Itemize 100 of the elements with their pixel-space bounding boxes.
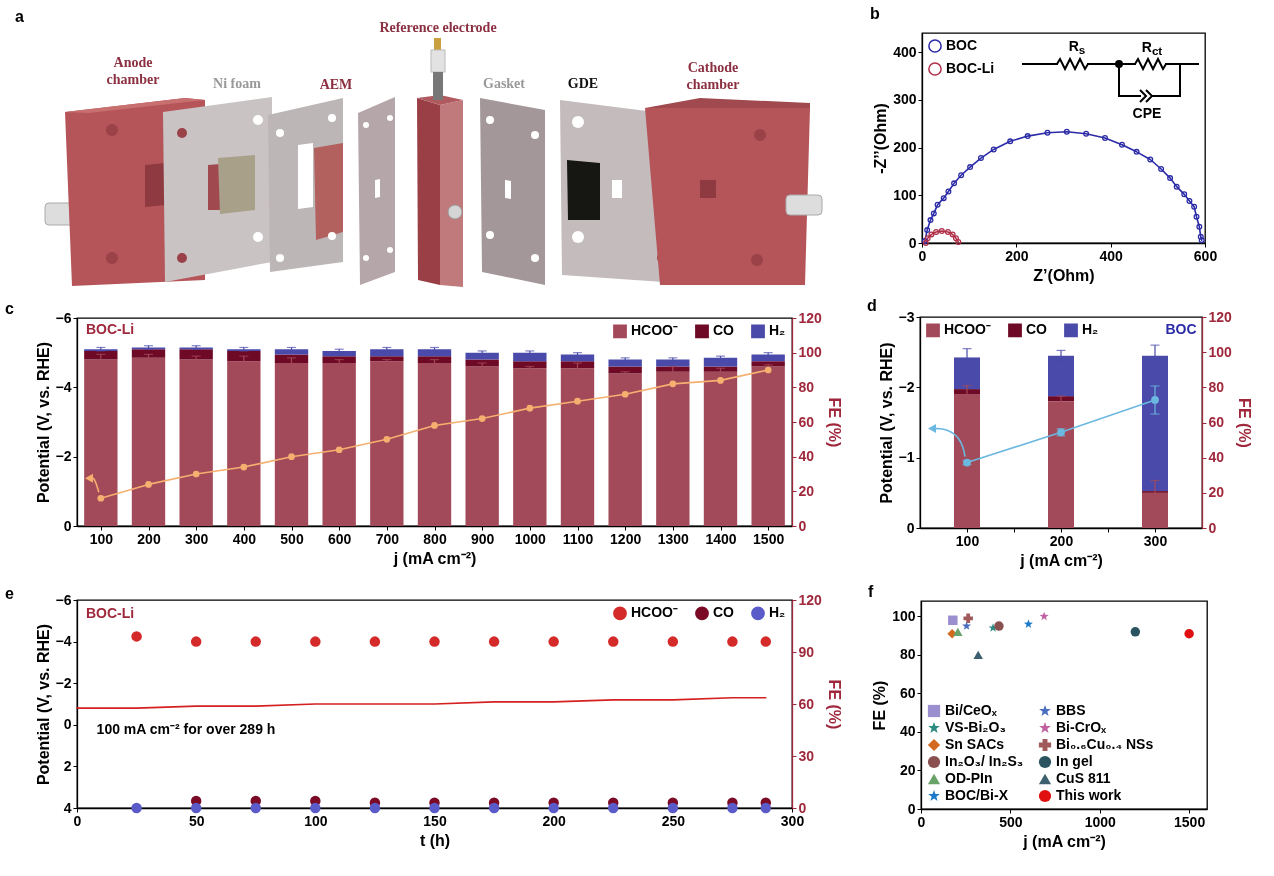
y-tick-label: 200: [893, 139, 917, 156]
legend-label: H₂: [1082, 321, 1099, 338]
legend-label: VS-Bi₂O₃: [945, 719, 1006, 735]
y-tick-label: −1: [898, 449, 915, 466]
text: Gasket: [483, 74, 525, 92]
legend-label: H₂: [769, 604, 786, 621]
x-tick-label: 1500: [1174, 813, 1206, 830]
y2-tick-label: 40: [798, 448, 815, 465]
legend-label: Bi₀.₆Cu₀.₄ NSs: [1056, 736, 1154, 752]
x-tick-label: 200: [542, 812, 567, 829]
x-tick-label: 800: [423, 530, 447, 547]
y2-tick-label: 60: [798, 695, 815, 712]
legend-label: CO: [713, 604, 735, 621]
legend-label: Bi-CrOₓ: [1056, 719, 1108, 735]
x-axis-title: t (h): [419, 831, 451, 849]
y-tick-label: −6: [55, 591, 72, 608]
y2-tick-label: 80: [798, 378, 815, 395]
text: Reference electrode: [379, 18, 497, 36]
annotation: R$_{ct}$: [1141, 38, 1163, 58]
legend-label: HCOO⁻: [631, 322, 678, 339]
y2-tick-label: 100: [1208, 343, 1233, 360]
text: Cathode chamber: [685, 59, 741, 93]
x-tick-label: 1000: [1084, 813, 1117, 830]
y2-tick-label: 0: [798, 517, 807, 534]
y-tick-label: −2: [898, 378, 915, 395]
y2-tick-label: 120: [798, 309, 823, 326]
y-tick-label: −2: [55, 674, 72, 691]
y-tick-label: 100: [892, 607, 916, 624]
x-tick-label: 1500: [753, 530, 785, 547]
text: Ni foam: [213, 74, 261, 92]
x-tick-label: 600: [1193, 247, 1218, 264]
legend-label: OD-PIn: [945, 770, 993, 786]
chart-title: b: [870, 5, 880, 23]
annotation: 100 mA cm⁻² for over 289 h: [96, 719, 276, 738]
x-tick-label: 250: [661, 812, 686, 829]
y-tick-label: 60: [899, 684, 916, 701]
x-tick-label: 100: [304, 812, 328, 829]
x-tick-label: 400: [1099, 247, 1124, 264]
y2-tick-label: 100: [798, 344, 823, 361]
annotation: BOC-Li: [85, 321, 135, 337]
x-tick-label: 700: [375, 530, 400, 547]
y-tick-label: 0: [63, 517, 72, 534]
annotation: BOC: [1165, 321, 1197, 337]
x-tick-label: 200: [1049, 532, 1074, 549]
y-tick-label: 100: [893, 186, 917, 203]
y2-axis-title: FE (%): [825, 679, 843, 730]
x-axis-title: j (mA cm⁻²): [1019, 551, 1103, 569]
y-axis-title: Potential (V, vs. RHE): [34, 623, 52, 786]
legend-label: HCOO⁻: [631, 604, 678, 621]
y-axis-title: FE (%): [871, 680, 889, 731]
annotation: BOC-Li: [85, 605, 135, 621]
legend-label: H₂: [769, 322, 786, 339]
x-tick-label: 900: [470, 530, 495, 547]
y2-tick-label: 30: [798, 747, 815, 764]
x-tick-label: 150: [423, 812, 447, 829]
y-tick-label: −3: [898, 308, 915, 325]
chart-title: f: [868, 583, 874, 601]
y-tick-label: 4: [63, 799, 72, 816]
y-axis-title: Potential (V, vs. RHE): [877, 342, 895, 504]
y2-tick-label: 60: [1208, 414, 1225, 430]
legend-label: BBS: [1056, 702, 1086, 718]
x-tick-label: 200: [1005, 247, 1029, 264]
y-tick-label: 0: [63, 716, 72, 733]
y-tick-label: 40: [899, 723, 916, 740]
legend-label: This work: [1056, 787, 1122, 803]
x-tick-label: 500: [999, 813, 1023, 830]
y-axis-title: Potential (V, vs. RHE): [34, 341, 52, 504]
text: a: [15, 8, 24, 26]
legend-label: BOC/Bi-X: [945, 787, 1009, 803]
legend-label: Sn SACs: [945, 736, 1005, 752]
y2-tick-label: 120: [1208, 308, 1233, 325]
legend-label: In₂O₃/ In₂S₃: [945, 753, 1024, 769]
x-tick-label: 1400: [705, 530, 737, 547]
annotation: R$_{s}$: [1068, 37, 1086, 57]
legend-label: Bi/CeOₓ: [945, 702, 998, 718]
x-axis-title: j (mA cm⁻²): [1022, 832, 1106, 850]
y-tick-label: −6: [55, 309, 72, 326]
chart-title: c: [5, 300, 14, 318]
annotation: CPE: [1132, 105, 1162, 121]
y-tick-label: 300: [893, 91, 917, 108]
x-tick-label: 200: [137, 530, 161, 547]
x-tick-label: 1300: [657, 530, 690, 547]
legend-label: CO: [1026, 321, 1048, 338]
y-axis-title: -Z’’(Ohm): [872, 103, 890, 174]
y2-tick-label: 40: [1208, 449, 1225, 466]
x-tick-label: 600: [327, 530, 352, 547]
legend-label: BOC: [946, 37, 978, 53]
x-axis-title: j (mA cm⁻²): [392, 549, 477, 567]
y-tick-label: −2: [55, 448, 72, 465]
x-axis-title: Z’(Ohm): [1033, 266, 1095, 284]
y-tick-label: −4: [55, 378, 72, 395]
legend-label: HCOO⁻: [944, 321, 991, 338]
y-tick-label: 80: [899, 646, 916, 663]
legend-label: CuS 811: [1056, 770, 1111, 786]
text: Anode chamber: [105, 54, 161, 88]
x-tick-label: 1000: [514, 530, 547, 547]
y-tick-label: 0: [906, 519, 915, 536]
x-tick-label: 500: [280, 530, 304, 547]
y-tick-label: 0: [907, 800, 916, 817]
y2-axis-title: FE (%): [1235, 398, 1253, 448]
